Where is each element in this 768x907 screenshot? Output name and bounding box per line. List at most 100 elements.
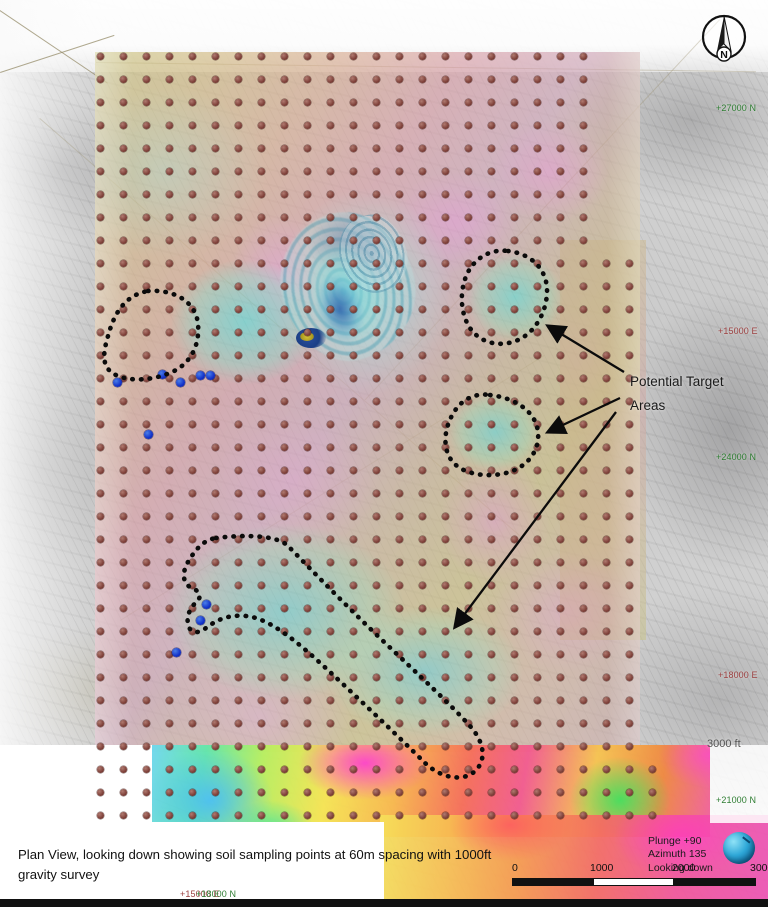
soil-sample-point (234, 121, 242, 129)
soil-sample-point (303, 489, 311, 497)
soil-sample-point (556, 144, 564, 152)
soil-sample-point (303, 788, 311, 796)
soil-sample-point (165, 604, 173, 612)
soil-sample-point (464, 282, 472, 290)
soil-sample-point (510, 259, 518, 267)
soil-sample-point (372, 52, 380, 60)
soil-sample-point (326, 259, 334, 267)
soil-sample-point (188, 489, 196, 497)
soil-sample-point (119, 144, 127, 152)
soil-sample-point (257, 236, 265, 244)
coordinate-label-north: +27000 N (716, 103, 757, 113)
soil-sample-point (625, 742, 633, 750)
soil-sample-point (303, 811, 311, 819)
soil-sample-point (257, 443, 265, 451)
soil-sample-point (280, 305, 288, 313)
soil-sample-point (234, 190, 242, 198)
blank-left-backdrop (0, 745, 152, 825)
soil-sample-point (418, 627, 426, 635)
soil-sample-point (142, 236, 150, 244)
soil-sample-point (188, 236, 196, 244)
soil-sample-point (510, 558, 518, 566)
soil-sample-point (602, 328, 610, 336)
soil-sample-point (142, 397, 150, 405)
soil-sample-point (487, 604, 495, 612)
soil-sample-point (257, 374, 265, 382)
soil-sample-point (349, 650, 357, 658)
soil-sample-point (326, 374, 334, 382)
soil-sample-point (119, 673, 127, 681)
soil-sample-point (372, 259, 380, 267)
soil-sample-point (142, 259, 150, 267)
soil-sample-point (349, 144, 357, 152)
soil-sample-point (326, 443, 334, 451)
soil-sample-point (441, 489, 449, 497)
soil-sample-point (602, 305, 610, 313)
soil-sample-point (211, 121, 219, 129)
soil-sample-point (395, 282, 403, 290)
soil-sample-point (418, 236, 426, 244)
soil-sample-point (556, 328, 564, 336)
soil-sample-point (257, 167, 265, 175)
soil-sample-point (142, 765, 150, 773)
soil-sample-point (280, 719, 288, 727)
soil-sample-point (579, 259, 587, 267)
soil-sample-point (602, 765, 610, 773)
soil-sample-point (211, 696, 219, 704)
soil-sample-point (556, 397, 564, 405)
soil-sample-point (418, 558, 426, 566)
soil-sample-point (533, 581, 541, 589)
soil-sample-point-highlighted (201, 599, 211, 609)
soil-sample-point (395, 742, 403, 750)
soil-sample-point (326, 535, 334, 543)
soil-sample-point (533, 627, 541, 635)
soil-sample-point (257, 604, 265, 612)
soil-sample-point (188, 144, 196, 152)
soil-sample-point (142, 374, 150, 382)
soil-sample-point (142, 52, 150, 60)
soil-sample-point (234, 558, 242, 566)
soil-sample-point (510, 98, 518, 106)
soil-sample-point (510, 236, 518, 244)
soil-sample-point (418, 466, 426, 474)
soil-sample-point (234, 489, 242, 497)
soil-sample-point (441, 420, 449, 428)
soil-sample-point (602, 535, 610, 543)
soil-sample-point (441, 52, 449, 60)
soil-sample-point (602, 719, 610, 727)
soil-sample-point (188, 581, 196, 589)
soil-sample-point (119, 167, 127, 175)
soil-sample-point (372, 581, 380, 589)
soil-sample-point (579, 558, 587, 566)
soil-sample-point (579, 282, 587, 290)
soil-sample-point (234, 811, 242, 819)
soil-sample-point (487, 236, 495, 244)
soil-sample-point (142, 742, 150, 750)
soil-sample-point (441, 443, 449, 451)
soil-sample-point (510, 443, 518, 451)
soil-sample-point (602, 351, 610, 359)
soil-sample-point (579, 811, 587, 819)
soil-sample-point (96, 466, 104, 474)
soil-sample-point (487, 673, 495, 681)
soil-sample-point (556, 121, 564, 129)
soil-sample-point (211, 351, 219, 359)
soil-sample-point (395, 259, 403, 267)
soil-sample-point (487, 627, 495, 635)
soil-sample-point (280, 282, 288, 290)
soil-sample-point (395, 213, 403, 221)
soil-sample-point (625, 305, 633, 313)
soil-sample-point (349, 558, 357, 566)
soil-sample-point (257, 811, 265, 819)
soil-sample-point (556, 489, 564, 497)
soil-sample-point (188, 213, 196, 221)
soil-sample-point (142, 627, 150, 635)
soil-sample-point (464, 213, 472, 221)
soil-sample-point (257, 259, 265, 267)
soil-sample-point (510, 144, 518, 152)
soil-sample-point (464, 466, 472, 474)
soil-sample-point (188, 535, 196, 543)
soil-sample-point (441, 765, 449, 773)
soil-sample-point (510, 213, 518, 221)
soil-sample-point (303, 167, 311, 175)
